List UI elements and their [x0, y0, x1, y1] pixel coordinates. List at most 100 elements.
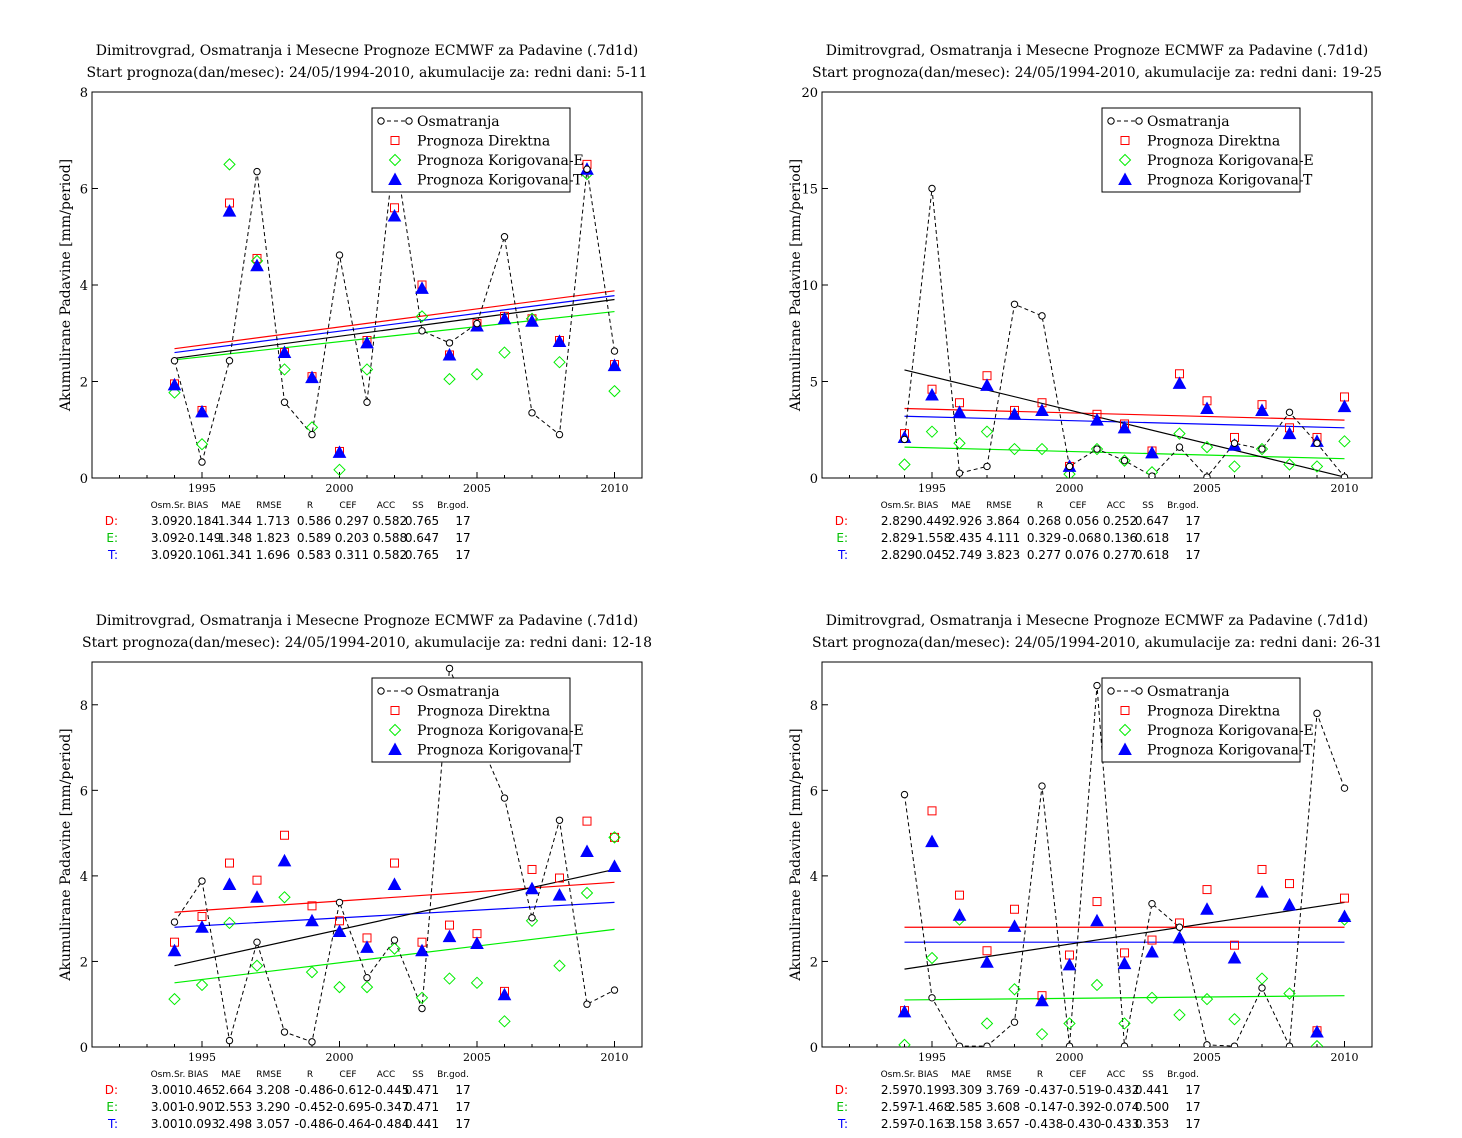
observation-point	[335, 898, 344, 907]
stats-row-label: D:	[835, 514, 848, 528]
observation-point	[528, 914, 536, 922]
trend-line-obs	[904, 901, 1345, 970]
stats-cell: 0.441	[1135, 1083, 1169, 1097]
chart-subtitle: Start prognoza(dan/mesec): 24/05/1994-20…	[812, 635, 1382, 651]
trend-line-E	[904, 446, 1345, 460]
corrected-e-point	[1063, 1017, 1076, 1030]
observation-point	[1038, 312, 1046, 320]
stats-row-label: T:	[107, 1117, 118, 1131]
legend-marker	[1120, 136, 1130, 145]
x-tick-label: 1995	[918, 1051, 946, 1064]
stats-cell: 0.586	[297, 514, 331, 528]
observation-point	[363, 398, 371, 406]
stats-cell: 0.093	[185, 1117, 219, 1131]
legend-marker	[1135, 117, 1143, 125]
corrected-t-point	[1117, 956, 1132, 970]
legend-marker	[1118, 742, 1132, 755]
stats-cell: 17	[1185, 1117, 1200, 1131]
corrected-t-point	[1090, 913, 1104, 927]
stats-row-label: D:	[105, 514, 118, 528]
direct-forecast-point	[1202, 885, 1212, 895]
observation-point	[198, 877, 206, 885]
stats-header-cell: MAE	[951, 501, 971, 511]
legend-box	[1101, 107, 1301, 193]
observation-point	[418, 327, 426, 335]
corrected-t-point	[1200, 902, 1214, 915]
observation-point	[1285, 408, 1294, 417]
plot-area	[897, 184, 1352, 478]
corrected-t-point	[195, 920, 209, 933]
y-axis-label: Akumulirane Padavine [mm/period]	[58, 159, 74, 412]
observation-point	[955, 469, 964, 477]
stats-header-cell: Osm.Sr.	[881, 1070, 916, 1080]
stats-cell: 3.057	[256, 1117, 290, 1131]
stats-header-cell: RMSE	[986, 501, 1012, 511]
stats-cell: -0.484	[371, 1117, 410, 1131]
corrected-t-point	[980, 955, 994, 968]
stats-cell: 3.001	[151, 1100, 185, 1114]
legend-label: Prognoza Korigovana-E	[417, 153, 584, 169]
observation-point	[1230, 439, 1239, 447]
corrected-e-point	[223, 916, 236, 930]
direct-forecast-point	[927, 806, 937, 816]
corrected-e-point	[980, 425, 994, 438]
stats-cell: 0.449	[915, 514, 949, 528]
stats-cell: 0.588	[373, 531, 407, 545]
observation-point	[390, 936, 399, 944]
stats-cell: 17	[1185, 548, 1200, 562]
corrected-e-point	[1255, 972, 1269, 985]
observation-line	[174, 148, 615, 464]
direct-forecast-point	[982, 946, 992, 956]
observation-point	[1148, 899, 1156, 908]
corrected-e-point	[470, 976, 484, 990]
stats-cell: 0.465	[185, 1083, 219, 1097]
observation-point	[583, 165, 591, 173]
corrected-t-point	[1255, 403, 1269, 416]
stats-table: Osm.Sr. BIAS MAE RMSE R CEF ACC SS Br.god. D: 3.09…	[105, 501, 471, 562]
stats-cell: -0.432	[1101, 1083, 1140, 1097]
observation-point	[1093, 445, 1101, 453]
stats-cell: 0.471	[405, 1083, 439, 1097]
corrected-e-point	[388, 942, 401, 955]
stats-header-cell: RMSE	[986, 1070, 1012, 1080]
corrected-e-point	[1283, 987, 1296, 1000]
corrected-e-point	[1255, 442, 1269, 456]
stats-cell: 3.208	[256, 1083, 290, 1097]
stats-cell: -0.149	[183, 531, 222, 545]
corrected-t-point	[952, 908, 967, 921]
stats-cell: -0.445	[371, 1083, 410, 1097]
corrected-t-point	[1255, 885, 1269, 898]
legend-label: Prognoza Korigovana-T	[1147, 743, 1313, 759]
observation-point	[225, 357, 234, 365]
direct-forecast-point	[1120, 948, 1129, 958]
stats-header-cell: CEF	[339, 1070, 356, 1080]
legend-label: Prognoza Direktna	[417, 134, 550, 150]
legend-marker	[388, 172, 402, 185]
corrected-t-point	[1145, 944, 1159, 958]
trend-line-D	[904, 407, 1345, 421]
corrected-e-point	[278, 363, 291, 376]
observation-point	[528, 409, 536, 417]
plot-area	[167, 144, 622, 477]
stats-header-cell: ACC	[377, 1070, 396, 1080]
corrected-t-point	[222, 877, 237, 890]
stats-header-cell: RMSE	[256, 1070, 282, 1080]
stats-cell: 0.353	[1135, 1117, 1169, 1131]
stats-cell: -0.486	[295, 1083, 334, 1097]
observation-point	[170, 357, 179, 365]
corrected-t-point	[387, 877, 402, 890]
corrected-t-point	[497, 987, 512, 1001]
observation-point	[555, 816, 564, 824]
stats-header-cell: MAE	[221, 501, 241, 511]
stats-cell: -0.392	[1063, 1100, 1102, 1114]
chart-panel: Dimitrovgrad, Osmatranja i Mesecne Progn…	[58, 43, 648, 562]
stats-cell: 0.329	[1027, 531, 1061, 545]
stats-header-cell: BIAS	[918, 501, 939, 511]
stats-header-cell: R	[1037, 501, 1043, 511]
legend-label: Prognoza Direktna	[1147, 134, 1280, 150]
stats-cell: 0.268	[1027, 514, 1061, 528]
direct-forecast-point	[197, 912, 207, 922]
direct-forecast-point	[1147, 935, 1157, 945]
stats-cell: 0.618	[1135, 531, 1169, 545]
stats-cell: 2.597	[881, 1117, 915, 1131]
